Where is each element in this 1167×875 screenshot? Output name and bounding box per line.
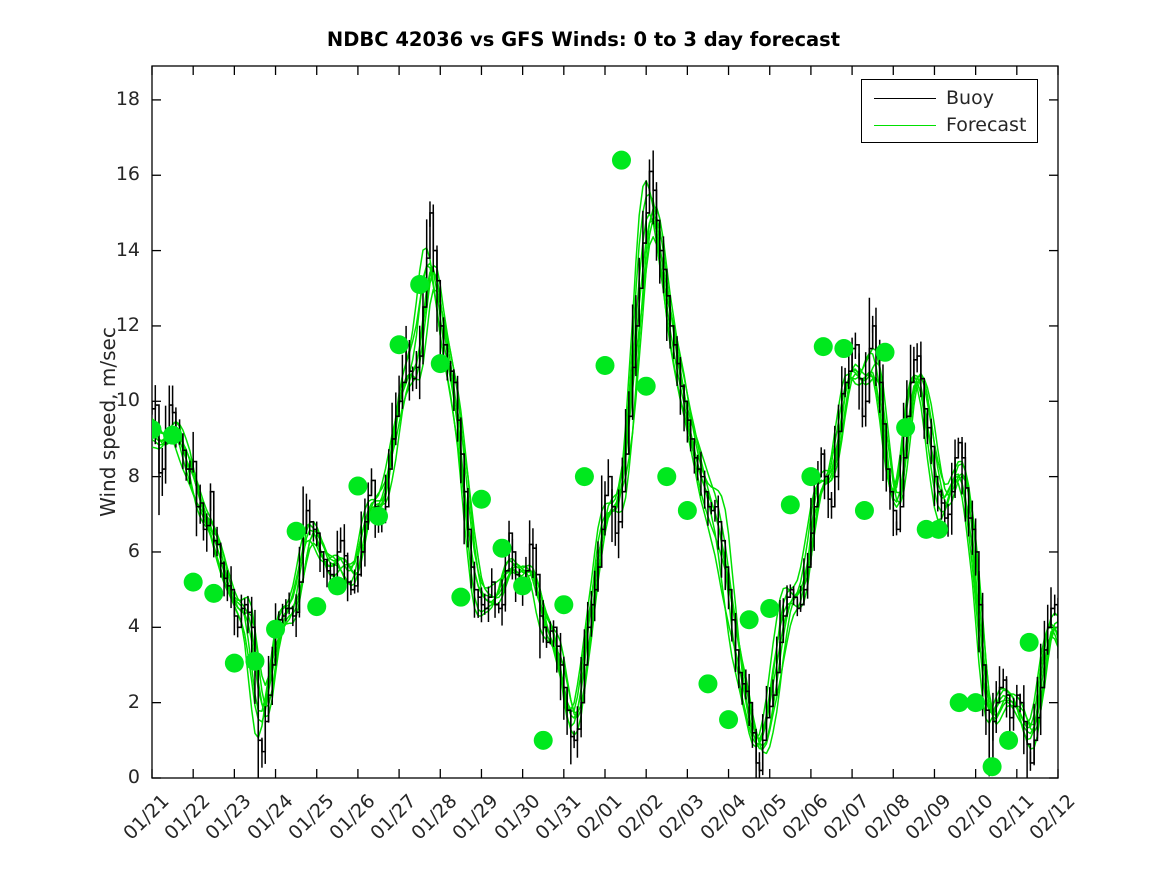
y-tick-label: 18 [115, 87, 140, 110]
forecast-marker [677, 501, 697, 521]
forecast-trace [152, 193, 1058, 750]
forecast-marker [152, 420, 162, 440]
y-tick-label: 2 [127, 690, 140, 713]
forecast-marker [410, 274, 430, 294]
forecast-marker [204, 583, 224, 603]
legend-label-buoy: Buoy [946, 86, 994, 109]
forecast-marker [698, 674, 718, 694]
chart-legend: Buoy Forecast [861, 79, 1038, 143]
forecast-marker [533, 730, 553, 750]
forecast-marker [327, 576, 347, 596]
forecast-marker [224, 653, 244, 673]
y-tick-label: 12 [115, 313, 140, 336]
y-tick-label: 8 [127, 464, 140, 487]
forecast-marker [813, 337, 833, 357]
y-tick-label: 14 [115, 238, 140, 261]
forecast-marker [389, 335, 409, 355]
forecast-marker [780, 495, 800, 515]
forecast-marker [430, 354, 450, 374]
forecast-marker [369, 506, 388, 526]
forecast-marker [1019, 632, 1039, 652]
forecast-marker [896, 418, 916, 438]
y-tick-label: 10 [115, 389, 140, 412]
forecast-marker [999, 730, 1019, 750]
y-tick-label: 6 [127, 539, 140, 562]
forecast-marker [348, 476, 368, 496]
forecast-marker [657, 467, 677, 487]
forecast-marker [266, 619, 286, 639]
legend-entry-buoy: Buoy [862, 85, 994, 111]
forecast-trace [152, 212, 1058, 748]
forecast-trace [152, 206, 1058, 747]
forecast-marker [574, 467, 594, 487]
forecast-marker [471, 489, 491, 509]
forecast-marker [286, 521, 306, 541]
legend-swatch-buoy [874, 97, 936, 99]
forecast-marker [875, 342, 895, 362]
legend-label-forecast: Forecast [946, 113, 1027, 136]
forecast-marker [966, 693, 986, 713]
legend-swatch-forecast [874, 124, 936, 126]
forecast-marker [307, 597, 327, 617]
forecast-marker [245, 651, 265, 671]
forecast-marker [739, 610, 759, 630]
forecast-marker [949, 693, 969, 713]
forecast-marker [801, 467, 821, 487]
forecast-marker [929, 519, 949, 539]
y-tick-label: 16 [115, 163, 140, 186]
forecast-marker [834, 339, 854, 359]
buoy-observation-line [152, 170, 1058, 772]
axis-frame [151, 65, 1059, 779]
forecast-marker [595, 355, 615, 375]
forecast-marker [719, 710, 739, 730]
y-tick-label: 4 [127, 615, 140, 638]
forecast-marker [982, 757, 1002, 777]
y-tick-label: 0 [127, 766, 140, 788]
forecast-marker [611, 150, 631, 170]
forecast-marker [760, 598, 780, 618]
forecast-trace [152, 179, 1058, 741]
forecast-marker [854, 501, 874, 521]
forecast-marker [636, 376, 656, 396]
forecast-marker [492, 538, 512, 558]
legend-entry-forecast: Forecast [862, 112, 1026, 138]
forecast-marker [554, 595, 574, 615]
forecast-marker [451, 587, 471, 607]
forecast-marker [163, 425, 183, 445]
forecast-marker [183, 572, 203, 592]
chart-title: NDBC 42036 vs GFS Winds: 0 to 3 day fore… [326, 28, 841, 51]
forecast-marker [513, 576, 533, 596]
